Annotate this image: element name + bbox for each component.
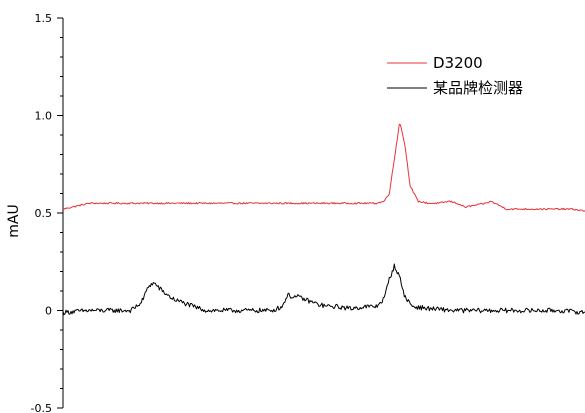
series-line-brand-detector <box>62 263 585 316</box>
legend-label: 某品牌检测器 <box>433 79 523 97</box>
legend: D3200 某品牌检测器 <box>387 54 523 97</box>
y-tick-label: 0 <box>45 305 52 318</box>
y-tick-label: 1.5 <box>35 12 53 25</box>
y-tick-label: 1.0 <box>35 110 53 123</box>
series-line-d3200 <box>62 123 585 212</box>
y-tick-label: -0.5 <box>31 402 52 413</box>
y-axis-title: mAU <box>6 204 22 237</box>
legend-label: D3200 <box>433 54 483 72</box>
series-layer <box>62 123 585 316</box>
y-tick-label: 0.5 <box>35 207 53 220</box>
y-axis: -0.5 0 0.5 1.0 1.5 <box>31 12 64 413</box>
